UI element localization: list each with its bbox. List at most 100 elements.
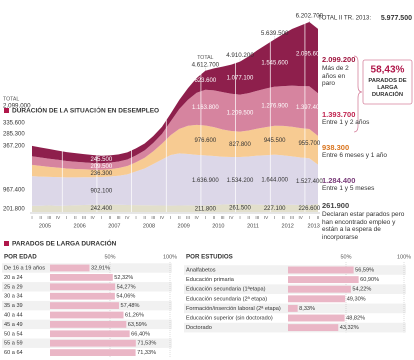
data-label: 2.095.600 — [296, 52, 323, 58]
data-label: 1.644.000 — [261, 177, 288, 183]
x-tick-label: 100% — [163, 254, 177, 260]
data-label: 54,22% — [352, 287, 371, 293]
data-label: 52,32% — [114, 275, 133, 281]
data-label: 902.100 — [90, 188, 112, 194]
data-label: 1.636.900 — [192, 178, 219, 184]
x-tick-label: IV — [125, 215, 130, 220]
header-marker — [4, 108, 9, 113]
data-label: 8,33% — [299, 306, 315, 312]
x-tick-label: III — [82, 215, 86, 220]
bar — [288, 324, 339, 332]
data-label: 226.600 — [298, 206, 320, 212]
data-label: 261.500 — [229, 206, 251, 212]
bar — [288, 295, 346, 303]
x-tick-label: II — [39, 215, 42, 220]
x-year-label: 2013 — [308, 223, 320, 229]
x-tick-label: 50% — [340, 254, 351, 260]
share-value: 58,43% — [371, 65, 405, 76]
y-tick-label: 35 a 39 — [4, 303, 23, 309]
x-tick-label: II — [247, 215, 250, 220]
legend-label: Entre 6 meses y 1 año — [322, 152, 388, 159]
area-series — [32, 124, 318, 178]
bar — [50, 292, 115, 300]
panel-title: POR EDAD — [4, 254, 37, 261]
legend-value: 261.900 — [322, 201, 349, 210]
data-label: 335.600 — [3, 121, 25, 127]
y-tick-label: Educación primaria — [186, 277, 235, 283]
legend-value: 1.284.400 — [322, 176, 355, 185]
data-label: 63,59% — [128, 322, 147, 328]
bar — [288, 266, 354, 274]
bar — [50, 283, 116, 291]
data-label: 242.400 — [90, 206, 112, 212]
bar — [288, 276, 359, 284]
area-series — [32, 203, 318, 212]
data-label: 1.163.800 — [192, 105, 219, 111]
bar — [50, 339, 136, 347]
bar — [288, 314, 345, 322]
x-tick-label: I — [309, 215, 310, 220]
bar — [288, 304, 298, 312]
x-tick-label: III — [221, 215, 225, 220]
panel-title: POR ESTUDIOS — [186, 254, 233, 261]
y-tick-label: 55 a 59 — [4, 341, 23, 347]
share-caption: PARADOS DE LARGA DURACIÓN — [368, 78, 407, 98]
data-label: 227.100 — [264, 206, 286, 212]
y-tick-label: Formación/inserción laboral (2ª etapa) — [186, 305, 281, 312]
x-year-label: 2012 — [282, 223, 294, 229]
x-tick-label: II — [317, 215, 320, 220]
bar — [50, 302, 119, 309]
data-label: 43,32% — [340, 325, 359, 331]
x-tick-label: III — [290, 215, 294, 220]
x-tick-label: II — [178, 215, 181, 220]
x-tick-label: 100% — [397, 254, 411, 260]
x-tick-label: II — [213, 215, 216, 220]
area-series — [32, 22, 318, 164]
x-tick-label: I — [170, 215, 171, 220]
data-label: 1.534.200 — [227, 178, 254, 184]
x-tick-label: I — [101, 215, 102, 220]
area-series — [32, 85, 318, 170]
bar — [50, 349, 136, 356]
x-tick-label: III — [255, 215, 259, 220]
data-label: 56,59% — [355, 267, 374, 273]
data-label: 32,91% — [91, 265, 110, 271]
data-label: 955.700 — [298, 141, 320, 147]
data-label: 245.500 — [90, 157, 112, 163]
data-label: 827.800 — [229, 142, 251, 148]
y-tick-label: Doctorado — [186, 325, 212, 331]
y-tick-label: Educación superior (sin doctorado) — [186, 315, 273, 321]
x-year-label: 2005 — [39, 223, 51, 229]
data-label: 236.300 — [90, 171, 112, 177]
data-label: 967.400 — [3, 188, 25, 194]
data-label: 49,30% — [347, 296, 366, 302]
x-year-label: 2008 — [143, 223, 155, 229]
x-tick-label: III — [186, 215, 190, 220]
x-tick-label: II — [143, 215, 146, 220]
total-caption: TOTAL — [197, 55, 213, 61]
x-tick-label: IV — [160, 215, 165, 220]
x-tick-label: IV — [90, 215, 95, 220]
x-year-label: 2011 — [247, 223, 259, 229]
x-tick-label: 50% — [104, 254, 115, 260]
data-label: 54,27% — [117, 284, 136, 290]
total-label: 5.639.500 — [261, 30, 289, 37]
data-label: 623.600 — [194, 78, 216, 84]
x-tick-label: I — [31, 215, 32, 220]
data-label: 71,33% — [137, 350, 156, 356]
area-series — [32, 153, 318, 206]
data-label: 61,26% — [125, 312, 144, 318]
bar — [288, 285, 351, 293]
legend-label: Más de 2 años en paro — [322, 65, 349, 87]
y-tick-label: 25 a 29 — [4, 284, 23, 290]
x-tick-label: II — [74, 215, 77, 220]
data-label: 66,40% — [131, 331, 150, 337]
data-label: 976.600 — [194, 138, 216, 144]
bar — [50, 330, 130, 338]
x-tick-label: I — [205, 215, 206, 220]
x-tick-label: IV — [56, 215, 61, 220]
total-label: 4.612.700 — [192, 61, 220, 68]
data-label: 1.209.500 — [227, 111, 254, 117]
